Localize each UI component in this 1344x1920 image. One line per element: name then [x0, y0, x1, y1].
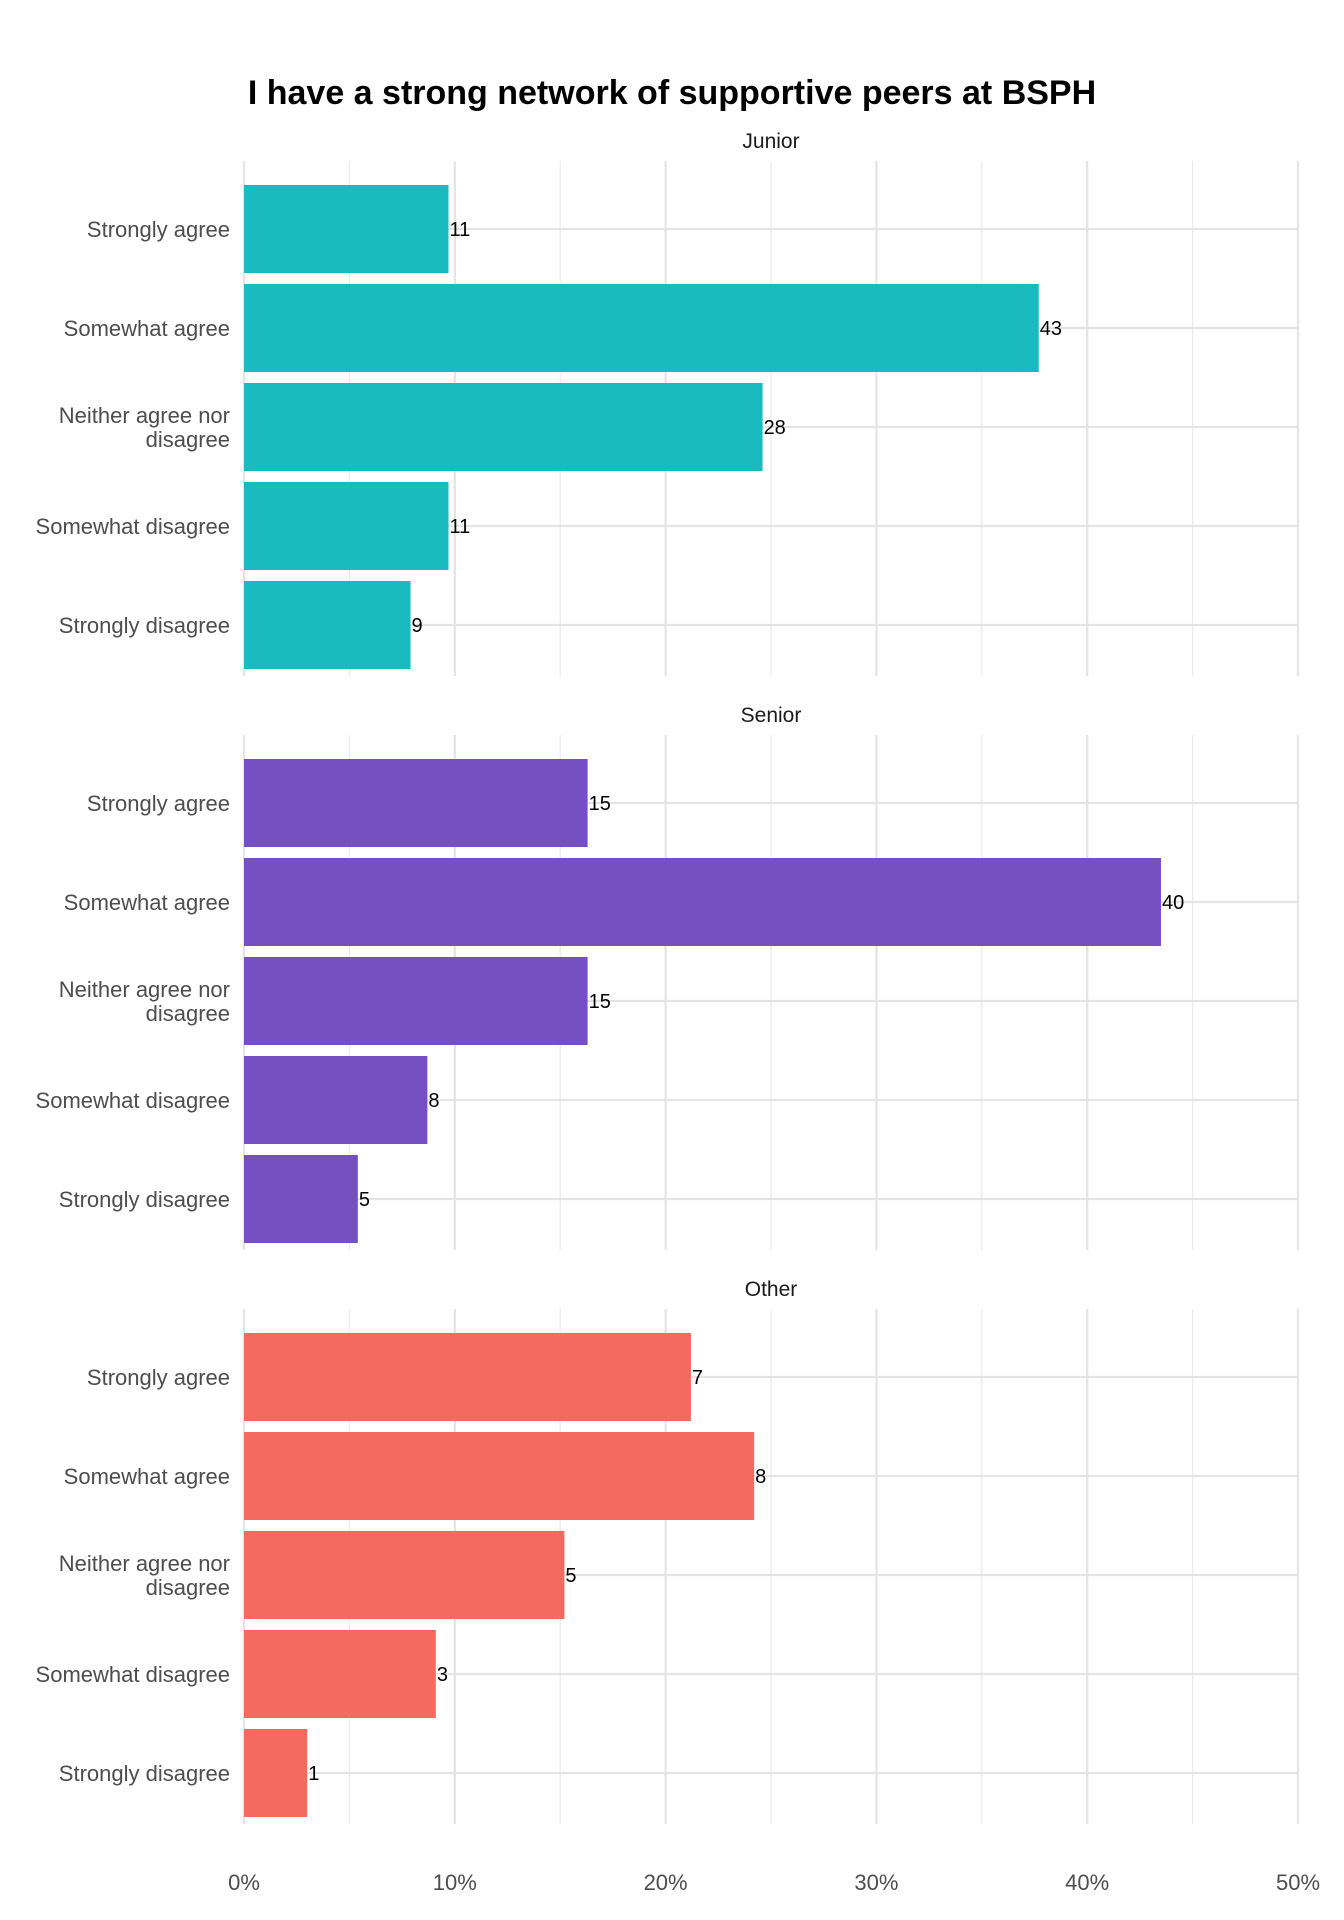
category-label: Somewhat agree: [64, 890, 230, 915]
x-tick-label: 50%: [1276, 1870, 1320, 1895]
panel-strip-label: Junior: [742, 130, 799, 153]
bar-value-label: 40: [1162, 892, 1184, 914]
category-label: Neither agree nor disagree: [59, 977, 230, 1026]
bar-value-label: 11: [449, 219, 470, 241]
bar-other-3: [244, 1531, 565, 1619]
bar-other-1: [244, 1333, 691, 1421]
category-label: Neither agree nor disagree: [59, 403, 230, 452]
bar-value-label: 1: [308, 1763, 319, 1785]
bar-senior-4: [244, 1056, 428, 1144]
category-label: Somewhat disagree: [36, 1088, 230, 1113]
category-label: Strongly disagree: [59, 613, 230, 638]
bar-value-label: 43: [1040, 318, 1062, 340]
panel-strip-label: Senior: [741, 704, 802, 727]
bar-senior-5: [244, 1155, 358, 1243]
category-label: Strongly disagree: [59, 1187, 230, 1212]
bar-value-label: 8: [428, 1090, 439, 1112]
bar-other-5: [244, 1729, 308, 1817]
category-label: Somewhat disagree: [36, 1662, 230, 1687]
bar-junior-3: [244, 383, 763, 471]
panel-senior: Senior 15 Strongly agree 40 Somewhat agree 15…: [36, 704, 1300, 1250]
x-tick-label: 40%: [1065, 1870, 1109, 1895]
category-label: Somewhat disagree: [36, 514, 230, 539]
category-label: Strongly agree: [87, 217, 230, 242]
bar-other-4: [244, 1630, 436, 1718]
bar-junior-5: [244, 581, 411, 669]
category-label: Strongly agree: [87, 791, 230, 816]
bar-junior-4: [244, 482, 449, 570]
panel-strip-label: Other: [745, 1278, 798, 1301]
category-label: Strongly agree: [87, 1365, 230, 1390]
x-tick-label: 0%: [228, 1870, 260, 1895]
bar-value-label: 3: [437, 1664, 448, 1686]
x-axis: 0% 10% 20% 30% 40% 50%: [228, 1870, 1320, 1895]
bar-value-label: 8: [755, 1466, 766, 1488]
bar-value-label: 15: [589, 793, 611, 815]
bar-value-label: 5: [359, 1189, 370, 1211]
category-label: Somewhat agree: [64, 316, 230, 341]
chart-title: I have a strong network of supportive pe…: [248, 74, 1096, 112]
bar-other-2: [244, 1432, 755, 1520]
x-tick-label: 20%: [644, 1870, 688, 1895]
bar-senior-2: [244, 858, 1161, 946]
category-label: Strongly disagree: [59, 1761, 230, 1786]
bar-senior-3: [244, 957, 588, 1045]
bar-senior-1: [244, 759, 588, 847]
x-tick-label: 30%: [854, 1870, 898, 1895]
bar-value-label: 7: [692, 1367, 703, 1389]
bar-junior-2: [244, 284, 1039, 372]
panel-junior: Junior 11 Strongly agree 43 Somewhat agree 28…: [36, 130, 1300, 676]
panel-other: Other 7 Strongly agree 8 Somewhat agree 5 Neit…: [36, 1278, 1300, 1824]
x-tick-label: 10%: [433, 1870, 477, 1895]
bar-value-label: 28: [764, 417, 786, 439]
bar-junior-1: [244, 185, 449, 273]
bar-value-label: 9: [412, 615, 423, 637]
category-label: Neither agree nor disagree: [59, 1551, 230, 1600]
panels-layer: Junior 11 Strongly agree 43 Somewhat agree 28…: [36, 130, 1300, 1824]
bar-value-label: 15: [589, 991, 611, 1013]
bar-value-label: 5: [565, 1565, 576, 1587]
category-label: Somewhat agree: [64, 1464, 230, 1489]
bar-value-label: 11: [449, 516, 470, 538]
